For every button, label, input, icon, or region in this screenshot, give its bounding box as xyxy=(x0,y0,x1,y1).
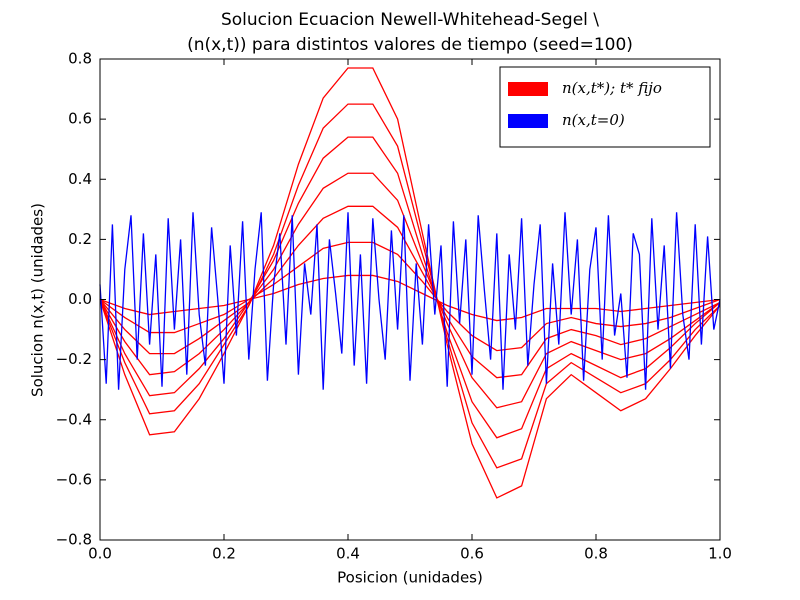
y-tick-label: −0.6 xyxy=(56,470,92,488)
x-axis-label: Posicion (unidades) xyxy=(337,569,483,587)
y-tick-label: 0.2 xyxy=(68,230,92,248)
y-tick-label: −0.4 xyxy=(56,410,92,428)
chart-title: Solucion Ecuacion Newell-Whitehead-Segel… xyxy=(221,10,599,30)
legend-label: n(x,t*); t* fijo xyxy=(562,79,662,97)
legend-label: n(x,t=0) xyxy=(562,111,625,129)
y-tick-label: −0.2 xyxy=(56,350,92,368)
x-tick-label: 0.0 xyxy=(88,545,112,563)
y-tick-label: 0.4 xyxy=(68,170,92,188)
series-line xyxy=(99,103,721,469)
series-line xyxy=(99,274,721,322)
x-tick-label: 0.8 xyxy=(584,545,608,563)
series-line xyxy=(99,136,721,439)
legend-box xyxy=(499,66,711,148)
legend-swatch xyxy=(508,82,548,96)
series-line xyxy=(99,205,721,379)
y-tick-label: −0.8 xyxy=(56,531,92,549)
series-line xyxy=(99,241,721,352)
series-line xyxy=(99,212,721,390)
x-tick-label: 0.6 xyxy=(460,545,484,563)
x-tick-label: 0.4 xyxy=(336,545,360,563)
x-tick-label: 1.0 xyxy=(708,545,732,563)
series-line xyxy=(99,67,721,499)
chart-subtitle: (n(x,t)) para distintos valores de tiemp… xyxy=(187,35,633,55)
y-tick-label: 0.0 xyxy=(68,290,92,308)
legend-swatch xyxy=(508,114,548,128)
y-axis-label: Solucion n(x,t) (unidades) xyxy=(29,203,47,397)
x-tick-label: 0.2 xyxy=(212,545,236,563)
y-tick-label: 0.8 xyxy=(68,50,92,68)
y-tick-label: 0.6 xyxy=(68,110,92,128)
